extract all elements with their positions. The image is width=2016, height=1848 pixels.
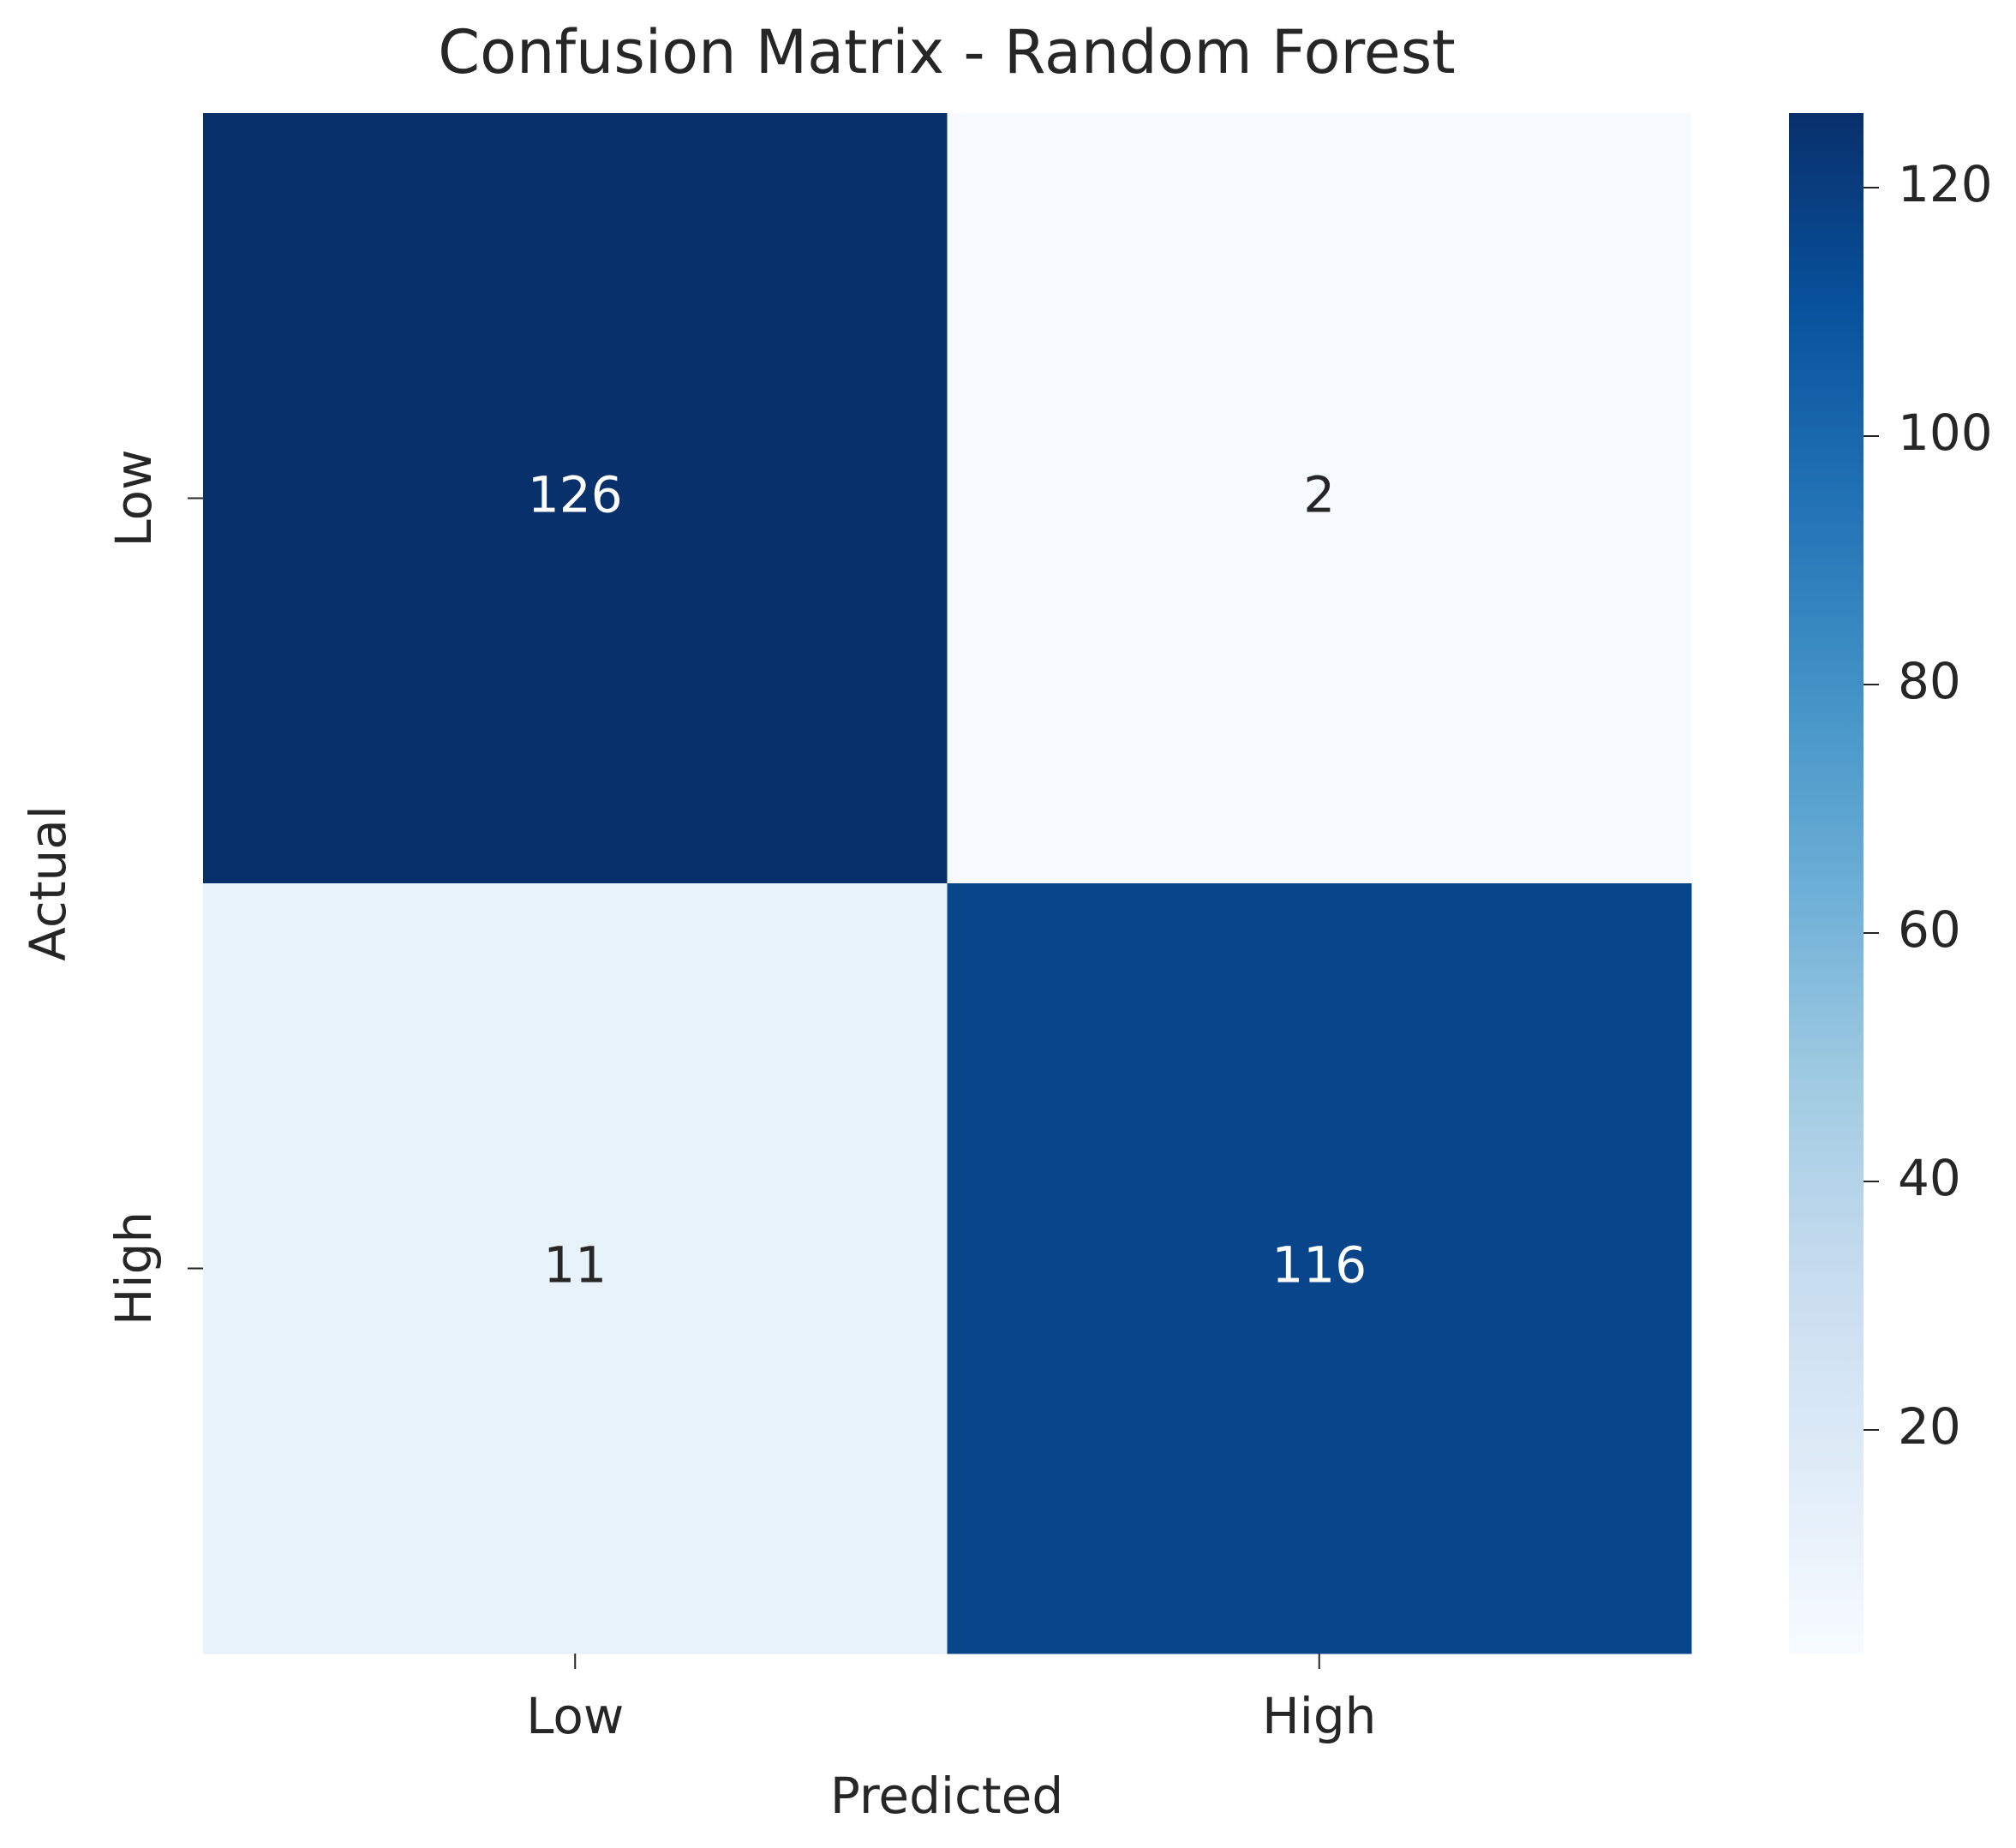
cell-label: 11 xyxy=(543,1236,607,1295)
y-axis-label: Actual xyxy=(19,805,77,961)
y-tick-label: High xyxy=(105,1211,163,1325)
cell-label: 116 xyxy=(1271,1236,1367,1295)
x-tick-label: Low xyxy=(526,1687,624,1745)
colorbar-tick-label: 40 xyxy=(1898,1149,1961,1207)
colorbar-tick-label: 60 xyxy=(1898,900,1961,959)
cell-label: 2 xyxy=(1303,466,1335,524)
heatmap-cell xyxy=(203,883,948,1654)
cell-label: 126 xyxy=(528,466,623,524)
colorbar-tick-label: 80 xyxy=(1898,652,1961,710)
y-tick-label: Low xyxy=(105,449,163,547)
heatmap-cell xyxy=(203,113,948,884)
chart-title: Confusion Matrix - Random Forest xyxy=(438,17,1455,87)
x-axis-label: Predicted xyxy=(830,1767,1063,1825)
colorbar-tick-label: 20 xyxy=(1898,1397,1961,1456)
colorbar xyxy=(1789,113,1863,1654)
heatmap-cell xyxy=(947,113,1692,884)
colorbar-tick-label: 120 xyxy=(1898,155,1993,213)
colorbar-tick-label: 100 xyxy=(1898,404,1993,462)
heatmap-cell xyxy=(947,883,1692,1654)
x-tick-label: High xyxy=(1262,1687,1376,1745)
